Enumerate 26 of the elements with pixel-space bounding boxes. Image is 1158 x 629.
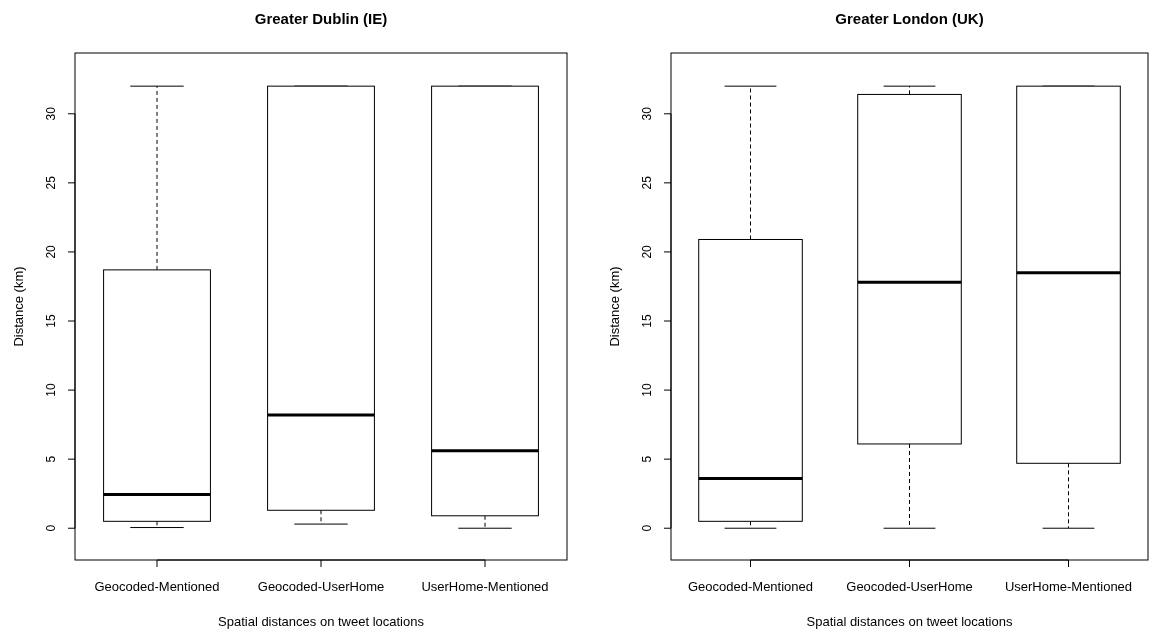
y-tick-label: 10 (44, 383, 58, 397)
y-tick-label: 20 (44, 244, 58, 259)
x-tick-label: UserHome-Mentioned (1004, 579, 1133, 594)
y-tick-label: 10 (640, 383, 654, 397)
y-axis-title: Distance (km) (607, 266, 622, 347)
x-tick-label: UserHome-Mentioned (421, 579, 549, 594)
y-tick-label: 0 (44, 524, 58, 532)
y-tick-label: 25 (640, 175, 654, 190)
x-tick-label: Geocoded-UserHome (846, 579, 973, 594)
x-axis-title: Spatial distances on tweet locations (218, 614, 425, 629)
y-tick-label: 0 (640, 524, 654, 532)
y-tick-label: 5 (44, 455, 58, 463)
y-tick-label: 25 (44, 175, 58, 190)
y-tick-label: 30 (44, 106, 58, 121)
y-axis-title: Distance (km) (11, 266, 26, 347)
y-tick-label: 15 (44, 314, 58, 328)
x-axis-title: Spatial distances on tweet locations (806, 614, 1013, 629)
x-tick-label: Geocoded-Mentioned (94, 579, 220, 594)
chart-title: Greater Dublin (IE) (254, 10, 388, 27)
y-tick-label: 5 (640, 455, 654, 463)
y-tick-label: 15 (640, 314, 654, 328)
x-tick-label: Geocoded-Mentioned (687, 579, 814, 594)
x-tick-label: Geocoded-UserHome (257, 579, 385, 594)
y-tick-label: 30 (640, 106, 654, 121)
y-tick-label: 20 (640, 244, 654, 259)
chart-title: Greater London (UK) (835, 10, 984, 27)
